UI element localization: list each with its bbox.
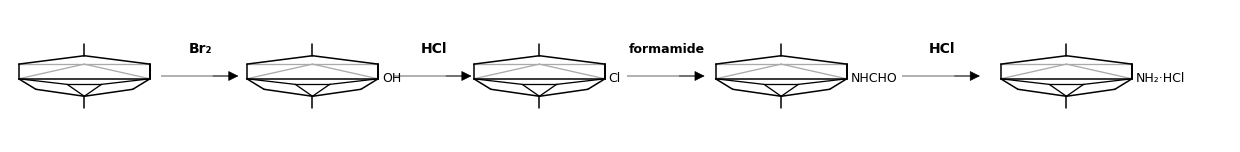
Text: NH₂·HCl: NH₂·HCl: [1136, 72, 1185, 85]
Text: HCl: HCl: [929, 42, 956, 56]
Text: formamide: formamide: [629, 43, 706, 56]
Text: HCl: HCl: [420, 42, 448, 56]
Text: Br₂: Br₂: [190, 42, 212, 56]
Text: NHCHO: NHCHO: [851, 72, 898, 85]
Text: Cl: Cl: [609, 72, 621, 85]
Text: OH: OH: [382, 72, 401, 85]
